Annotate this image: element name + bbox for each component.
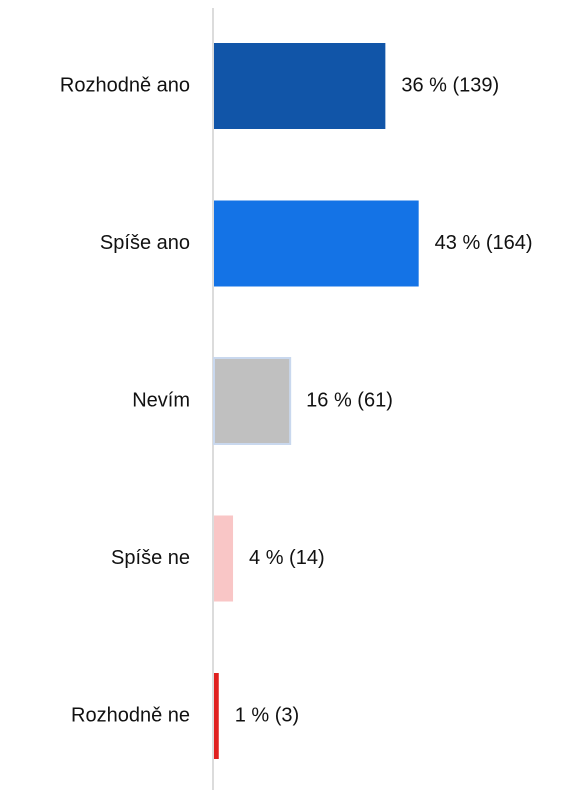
value-label: 1 % (3) — [235, 704, 299, 726]
bar — [214, 673, 219, 759]
bar — [214, 515, 234, 602]
value-label: 4 % (14) — [249, 547, 325, 569]
bar — [214, 200, 419, 287]
category-label: Spíše ne — [111, 547, 190, 569]
value-label: 43 % (164) — [435, 232, 533, 254]
category-label: Spíše ano — [100, 232, 190, 254]
category-label: Nevím — [132, 389, 190, 411]
category-label: Rozhodně ne — [71, 704, 190, 726]
value-label: 36 % (139) — [401, 74, 499, 96]
bar — [213, 357, 292, 445]
category-label: Rozhodně ano — [60, 74, 190, 96]
value-label: 16 % (61) — [306, 389, 393, 411]
bar — [214, 43, 386, 129]
